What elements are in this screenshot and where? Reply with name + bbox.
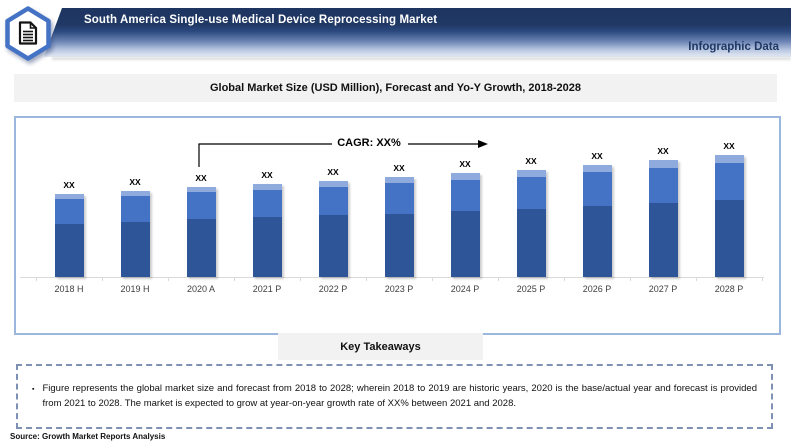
bar-value-label: XX: [657, 146, 669, 156]
mid-segment: [318, 187, 348, 215]
top-segment: [648, 160, 678, 168]
top-segment: [384, 177, 414, 183]
mid-segment: [648, 168, 678, 203]
x-axis-label: 2026 P: [582, 284, 612, 294]
stacked-bar-2023-p: [384, 177, 414, 277]
x-axis-line: [20, 277, 764, 278]
takeaway-text: Figure represents the global market size…: [42, 382, 757, 409]
cagr-label: CAGR: XX%: [337, 137, 401, 149]
bar-value-label: XX: [195, 173, 207, 183]
axis-tick: [168, 277, 169, 281]
title-banner: South America Single-use Medical Device …: [44, 8, 791, 57]
x-axis-label: 2024 P: [450, 284, 480, 294]
axis-tick: [300, 277, 301, 281]
base-segment: [516, 209, 546, 277]
base-segment: [318, 215, 348, 277]
base-segment: [582, 206, 612, 277]
x-axis-label: 2021 P: [252, 284, 282, 294]
x-axis-label: 2022 P: [318, 284, 348, 294]
stacked-bar-2024-p: [450, 173, 480, 277]
bar-value-label: XX: [459, 159, 471, 169]
base-segment: [54, 224, 84, 277]
arrow-right-icon: [478, 140, 488, 148]
base-segment: [450, 211, 480, 277]
stacked-bar-2020-a: [186, 187, 216, 277]
bar-value-label: XX: [129, 177, 141, 187]
x-axis-label: 2020 A: [186, 284, 216, 294]
stacked-bar-2028-p: [714, 155, 744, 277]
stacked-bar-2026-p: [582, 165, 612, 277]
stacked-bar-2021-p: [252, 184, 282, 277]
top-segment: [516, 170, 546, 177]
mid-segment: [450, 180, 480, 211]
axis-tick: [234, 277, 235, 281]
axis-tick: [498, 277, 499, 281]
base-segment: [714, 200, 744, 277]
axis-tick: [366, 277, 367, 281]
axis-tick: [630, 277, 631, 281]
key-takeaways-bar: Key Takeaways: [278, 333, 483, 360]
takeaways-box: ▪ Figure represents the global market si…: [16, 364, 773, 429]
infographic-data-label: Infographic Data: [688, 41, 779, 53]
top-segment: [450, 173, 480, 180]
base-segment: [252, 217, 282, 277]
bar-value-label: XX: [327, 167, 339, 177]
plot-area: CAGR: XX% XX 2018 H XX 2019 H XX 2020 A XX 2021…: [16, 118, 775, 329]
x-axis-label: 2027 P: [648, 284, 678, 294]
top-segment: [582, 165, 612, 172]
base-segment: [120, 222, 150, 277]
top-segment: [318, 181, 348, 187]
top-segment: [714, 155, 744, 163]
mid-segment: [120, 196, 150, 222]
axis-tick: [696, 277, 697, 281]
bar-value-label: XX: [261, 170, 273, 180]
stacked-bar-2018-h: [54, 194, 84, 277]
takeaway-bullet-item: ▪ Figure represents the global market si…: [32, 382, 757, 411]
mid-segment: [54, 199, 84, 224]
top-segment: [120, 191, 150, 196]
top-segment: [186, 187, 216, 192]
mid-segment: [384, 183, 414, 214]
bar-value-label: XX: [591, 151, 603, 161]
mid-segment: [582, 172, 612, 206]
chart-panel: CAGR: XX% XX 2018 H XX 2019 H XX 2020 A XX 2021…: [14, 116, 781, 335]
bar-value-label: XX: [525, 156, 537, 166]
stacked-bar-2025-p: [516, 170, 546, 277]
x-axis-label: 2018 H: [54, 284, 84, 294]
base-segment: [186, 219, 216, 277]
axis-tick: [102, 277, 103, 281]
document-icon: [5, 6, 51, 61]
bar-value-label: XX: [63, 180, 75, 190]
stacked-bar-2019-h: [120, 191, 150, 277]
x-axis-label: 2025 P: [516, 284, 546, 294]
mid-segment: [714, 163, 744, 200]
bar-value-label: XX: [723, 141, 735, 151]
mid-segment: [252, 190, 282, 217]
axis-tick: [762, 277, 763, 281]
top-segment: [54, 194, 84, 199]
axis-tick: [432, 277, 433, 281]
axis-tick: [36, 277, 37, 281]
chart-title-bar: Global Market Size (USD Million), Foreca…: [14, 74, 777, 102]
stacked-bar-2027-p: [648, 160, 678, 277]
stacked-bar-2022-p: [318, 181, 348, 277]
source-note: Source: Growth Market Reports Analysis: [10, 432, 166, 441]
chart-title: Global Market Size (USD Million), Foreca…: [209, 82, 582, 94]
x-axis-label: 2019 H: [120, 284, 150, 294]
mid-segment: [186, 192, 216, 219]
banner-shadow: [52, 57, 791, 60]
key-takeaways-heading: Key Takeaways: [340, 340, 421, 353]
base-segment: [648, 203, 678, 277]
bullet-icon: ▪: [32, 385, 35, 393]
axis-tick: [564, 277, 565, 281]
bar-value-label: XX: [393, 163, 405, 173]
top-segment: [252, 184, 282, 190]
x-axis-label: 2023 P: [384, 284, 414, 294]
page-title: South America Single-use Medical Device …: [84, 14, 438, 26]
base-segment: [384, 214, 414, 277]
mid-segment: [516, 177, 546, 209]
x-axis-label: 2028 P: [714, 284, 744, 294]
